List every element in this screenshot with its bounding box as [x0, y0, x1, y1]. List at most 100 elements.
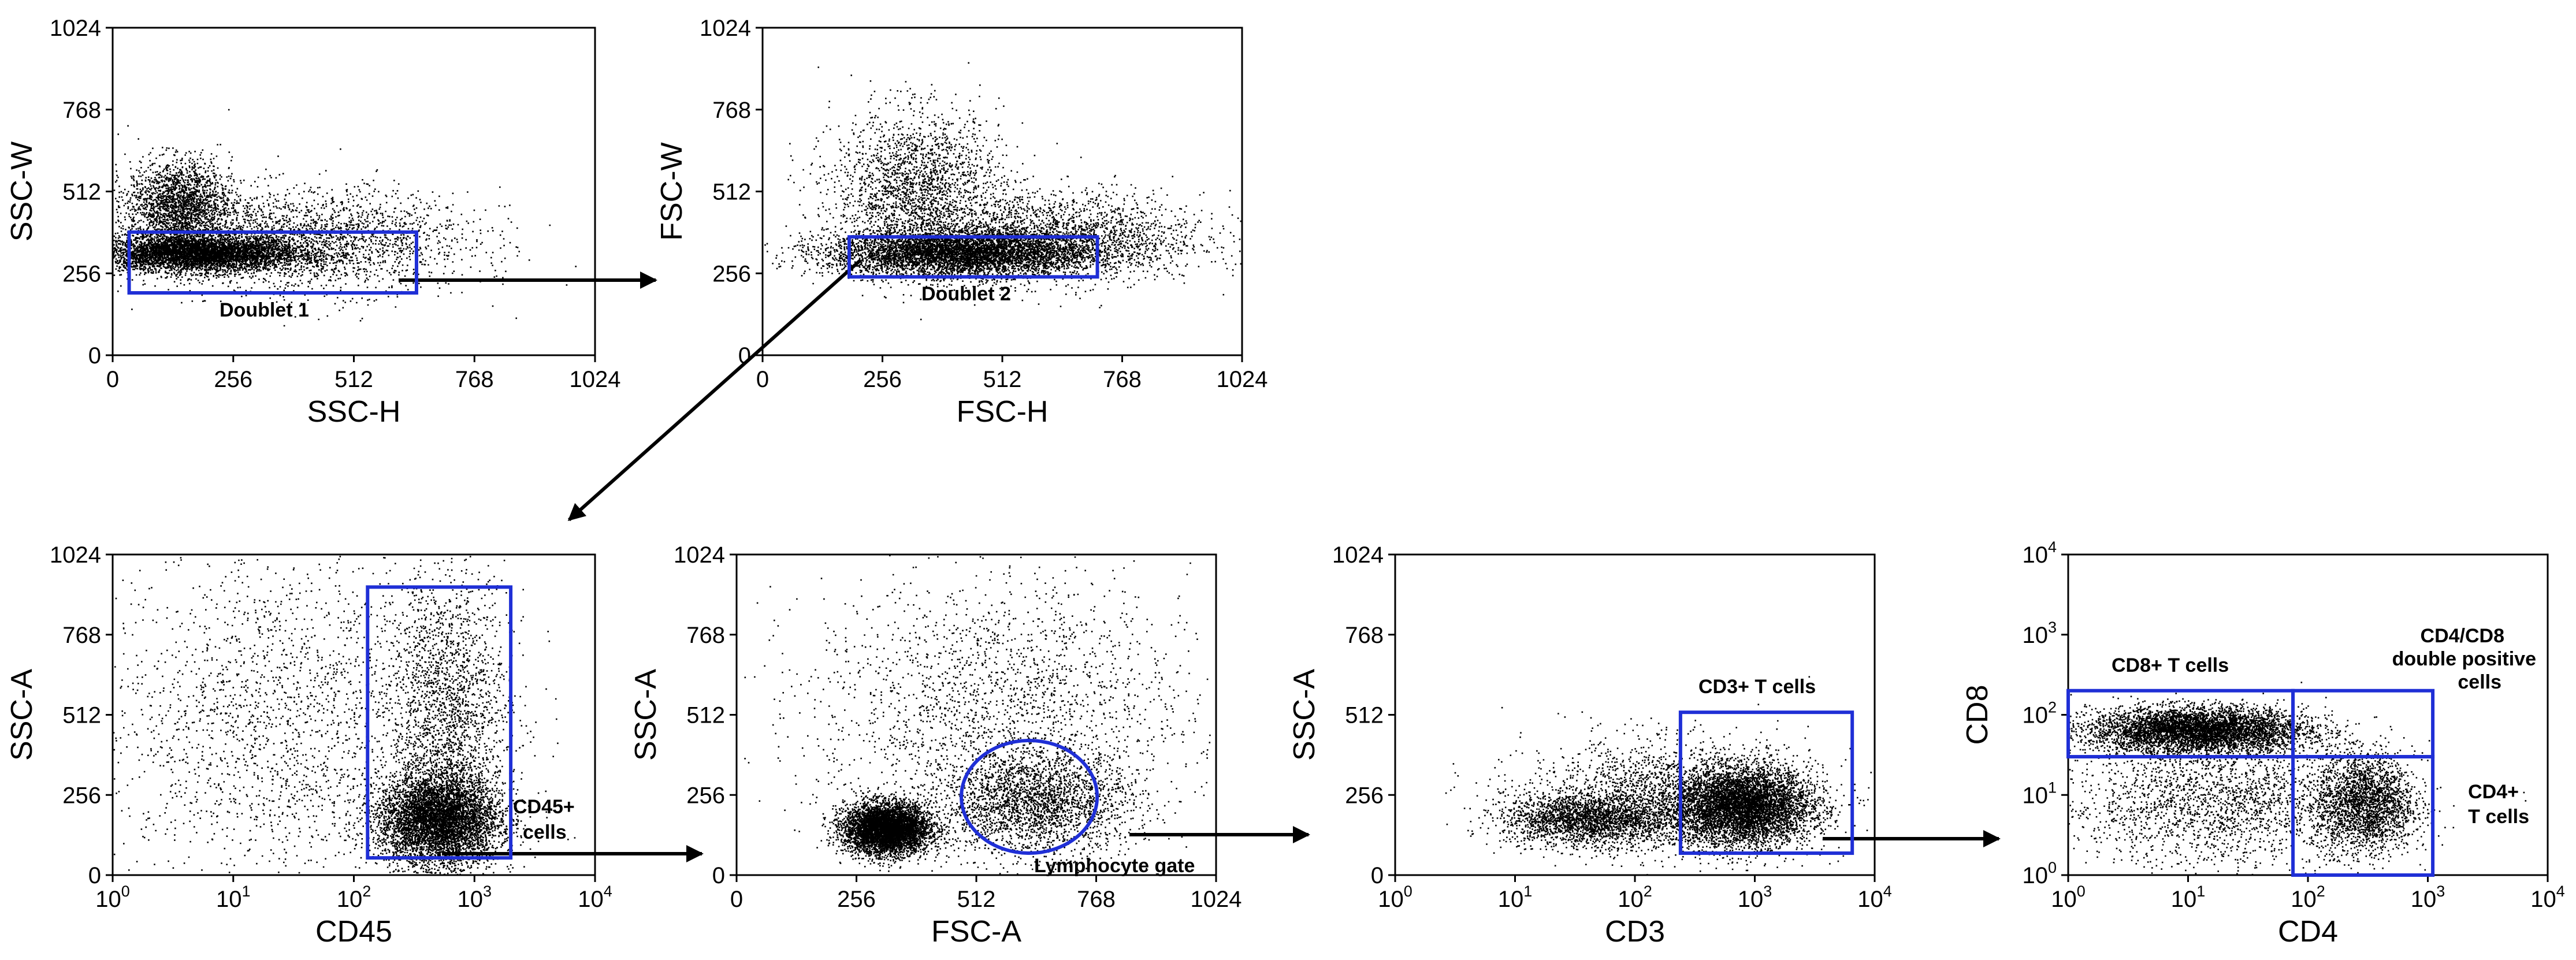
x-tick-label: 0: [106, 367, 119, 392]
y-tick-label: 512: [62, 703, 101, 728]
event-dots: [764, 62, 1242, 321]
x-tick-label: 768: [455, 367, 494, 392]
scatter-panel-cd45-vs-ssc-a: 100 101 102 103 104 0 256 512 768 1024 CD45 SSC-A: [5, 542, 612, 948]
gate-label: T cells: [2468, 806, 2529, 828]
x-axis-title: FSC-H: [957, 395, 1049, 429]
x-tick-label: 1024: [1217, 367, 1268, 392]
x-axis-title: SSC-H: [307, 395, 401, 429]
x-tick-label: 0: [730, 887, 743, 912]
gate-rectangle: [847, 235, 1099, 279]
y-tick-label: 102: [2022, 699, 2057, 728]
gate-label: Doublet 2: [921, 283, 1011, 305]
gate-label: CD4+: [2468, 781, 2519, 803]
y-tick-label: 0: [712, 863, 725, 888]
gate-label: CD8+ T cells: [2112, 654, 2229, 676]
event-dots: [744, 555, 1216, 875]
y-tick-label: 104: [2022, 538, 2057, 568]
x-tick-label: 101: [216, 883, 251, 912]
y-axis-title: SSC-A: [5, 669, 39, 761]
x-tick-label: 512: [334, 367, 373, 392]
x-tick-label: 104: [578, 883, 612, 912]
x-tick-label: 512: [983, 367, 1022, 392]
gate-rectangle: [127, 230, 418, 295]
x-axis-title: CD3: [1605, 915, 1665, 948]
y-tick-label: 101: [2022, 779, 2057, 808]
x-tick-label: 101: [2171, 883, 2206, 912]
y-tick-label: 512: [62, 180, 101, 205]
x-axis-title: CD45: [315, 915, 392, 948]
gating-arrow: [567, 258, 862, 522]
x-tick-label: 103: [1738, 883, 1772, 912]
y-tick-label: 100: [2022, 859, 2057, 888]
gate-label: CD45+: [513, 796, 575, 818]
x-tick-label: 104: [2530, 883, 2565, 912]
gate-rectangle: [1678, 710, 1854, 855]
x-tick-label: 256: [214, 367, 252, 392]
y-tick-label: 256: [686, 783, 725, 808]
gate-label: cells: [523, 821, 567, 843]
y-tick-label: 512: [1345, 703, 1384, 728]
y-tick-label: 103: [2022, 619, 2057, 648]
x-tick-label: 103: [457, 883, 492, 912]
y-tick-label: 1024: [1332, 542, 1384, 568]
y-axis-title: FSC-W: [655, 142, 689, 240]
x-tick-label: 100: [2051, 883, 2086, 912]
event-dots: [2068, 682, 2527, 875]
x-axis-title: FSC-A: [931, 915, 1021, 948]
y-tick-label: 768: [686, 623, 725, 648]
y-tick-label: 256: [62, 783, 101, 808]
x-tick-label: 1024: [570, 367, 621, 392]
x-tick-label: 768: [1103, 367, 1142, 392]
y-tick-label: 1024: [50, 16, 101, 41]
y-tick-label: 0: [738, 343, 751, 369]
y-tick-label: 1024: [700, 16, 751, 41]
gate-label: double positive: [2392, 648, 2536, 670]
y-tick-label: 768: [1345, 623, 1384, 648]
y-tick-label: 256: [1345, 783, 1384, 808]
x-tick-label: 104: [1857, 883, 1892, 912]
event-dots: [1445, 676, 1872, 875]
y-tick-label: 768: [62, 98, 101, 123]
y-tick-label: 1024: [674, 542, 725, 568]
x-tick-label: 768: [1077, 887, 1116, 912]
x-tick-label: 100: [95, 883, 130, 912]
x-tick-label: 100: [1378, 883, 1412, 912]
y-tick-label: 512: [686, 703, 725, 728]
gate-rectangle: [366, 585, 513, 860]
x-tick-label: 102: [2291, 883, 2325, 912]
y-tick-label: 768: [62, 623, 101, 648]
x-tick-label: 1024: [1191, 887, 1242, 912]
x-tick-label: 103: [2411, 883, 2445, 912]
x-tick-label: 102: [1618, 883, 1652, 912]
gate-label: CD4/CD8: [2421, 625, 2504, 647]
event-dots: [113, 556, 576, 875]
y-tick-label: 256: [62, 261, 101, 286]
y-axis-title: SSC-A: [1288, 669, 1321, 761]
gate-label: Doublet 1: [220, 299, 309, 321]
scatter-panel-fsc-a-vs-ssc-a: 0 256 512 768 1024 0 256 512 768 1024 FSC-A SSC-A: [629, 542, 1241, 948]
gate-label: Lymphocyte gate: [1034, 855, 1195, 877]
x-tick-label: 102: [337, 883, 371, 912]
scatter-panel-ssc-h-vs-ssc-w: 0 256 512 768 1024 0 256 512 768 1024 SSC-H SSC-W: [5, 16, 620, 429]
plot-frame: [1394, 553, 1876, 876]
scatter-panel-cd3-vs-ssc-a: 100 101 102 103 104 0 256 512 768 1024 CD3 SSC-A: [1288, 542, 1892, 948]
x-tick-label: 256: [863, 367, 902, 392]
y-tick-label: 512: [712, 180, 751, 205]
y-axis-title: SSC-A: [629, 669, 663, 761]
y-axis-title: SSC-W: [5, 142, 39, 241]
y-tick-label: 256: [712, 261, 751, 286]
x-axis-title: CD4: [2278, 915, 2338, 948]
scatter-panel-cd4-vs-cd8: 100 101 102 103 104 100 101 102 103 104 CD4 CD8: [1961, 538, 2565, 948]
gate-label: CD3+ T cells: [1698, 676, 1816, 698]
gate-rectangle: [2291, 755, 2435, 877]
gate-ellipse: [960, 738, 1099, 855]
event-dots: [113, 109, 577, 327]
scatter-panel-fsc-h-vs-fsc-w: 0 256 512 768 1024 0 256 512 768 1024 FSC-H FSC-W: [655, 16, 1267, 429]
x-tick-label: 0: [756, 367, 769, 392]
y-tick-label: 1024: [50, 542, 101, 568]
y-tick-label: 0: [88, 343, 101, 369]
y-tick-label: 0: [88, 863, 101, 888]
gate-label: cells: [2458, 671, 2501, 693]
x-tick-label: 512: [957, 887, 996, 912]
